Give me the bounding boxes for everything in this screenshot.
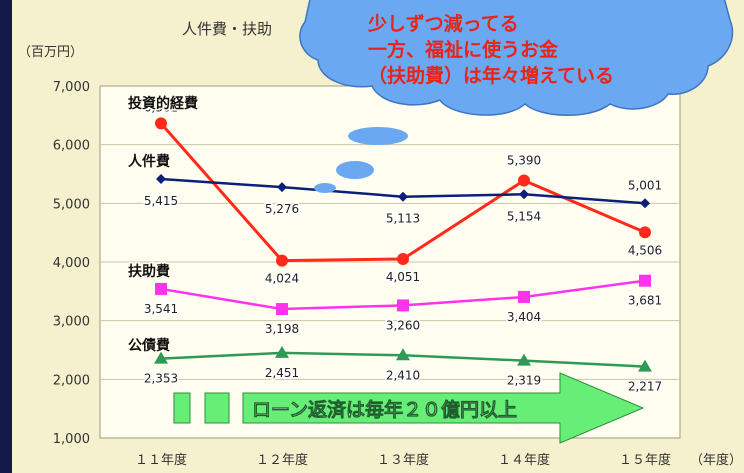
chart-title: 人件費・扶助 <box>182 20 272 38</box>
data-label: 2,451 <box>265 366 299 380</box>
callout-line-1: 少しずつ減ってる <box>367 12 519 35</box>
data-label: 4,506 <box>628 243 662 257</box>
data-label: 4,024 <box>265 272 299 286</box>
data-label: 2,217 <box>628 380 662 394</box>
left-edge-strip <box>0 0 12 473</box>
series-0: 6,362 4,024 4,051 5,390 4,506 投資的経費 <box>127 94 664 288</box>
x-axis-unit: （年度） <box>690 452 742 468</box>
data-point <box>276 303 288 316</box>
series-2: 3,541 3,198 3,260 3,404 3,681 扶助費 <box>127 262 664 338</box>
y-tick-label: 1,000 <box>53 432 90 447</box>
data-label: 3,681 <box>628 294 662 308</box>
data-label: 3,404 <box>507 310 541 324</box>
x-tick-label: １２年度 <box>256 452 308 468</box>
series-name-label: 投資的経費 <box>128 95 198 112</box>
y-axis-unit: （百万円） <box>18 45 83 60</box>
y-tick-label: 7,000 <box>53 80 90 95</box>
data-label: 2,319 <box>507 374 541 388</box>
cloud-bubble-small <box>314 183 336 193</box>
data-point <box>518 174 530 187</box>
data-label: 5,001 <box>628 178 662 192</box>
series-name-label: 扶助費 <box>128 263 170 280</box>
data-label: 3,541 <box>144 302 178 316</box>
data-label: 5,154 <box>507 209 541 223</box>
x-tick-label: １３年度 <box>377 452 429 468</box>
y-tick-label: 3,000 <box>53 315 90 330</box>
y-tick-label: 4,000 <box>53 256 90 271</box>
x-tick-label: １１年度 <box>135 452 187 468</box>
data-point <box>639 226 651 239</box>
data-point <box>398 191 408 202</box>
data-point <box>397 299 409 312</box>
data-point <box>517 353 531 366</box>
data-point <box>639 274 651 287</box>
data-point <box>156 173 166 184</box>
data-label: 2,410 <box>386 368 420 382</box>
data-label: 5,276 <box>265 202 299 216</box>
y-tick-label: 5,000 <box>53 197 90 212</box>
series-name-label: 公債費 <box>128 337 170 354</box>
cloud-bubble-medium <box>336 161 374 179</box>
data-label: 5,415 <box>144 194 178 208</box>
data-label: 6,362 <box>144 100 178 114</box>
data-point <box>397 253 409 266</box>
data-label: 4,051 <box>386 270 420 284</box>
arrow-shape <box>242 372 645 444</box>
data-label: 5,113 <box>386 212 420 226</box>
data-label: 3,198 <box>265 322 299 336</box>
y-tick-label: 2,000 <box>53 373 90 388</box>
callout-line-2: 一方、福祉に使うお金 <box>368 38 559 61</box>
data-point <box>277 182 287 193</box>
y-tick-label: 6,000 <box>53 139 90 154</box>
series-3: 2,353 2,451 2,410 2,319 2,217 公債費 <box>127 336 664 396</box>
data-point <box>275 345 289 358</box>
data-point <box>155 117 167 130</box>
x-axis-ticks: １１年度 １２年度 １３年度 １４年度 １５年度 <box>135 452 671 468</box>
callout-cloud: 少しずつ減ってる 一方、福祉に使うお金 （扶助費）は年々増えている <box>299 0 734 193</box>
data-label: 5,390 <box>507 153 541 167</box>
data-label: 3,260 <box>386 318 420 332</box>
arrow-label: ローン返済は毎年２０億円以上 <box>252 398 517 421</box>
gridlines <box>100 144 680 380</box>
cloud-bubble-large <box>348 127 408 145</box>
arrow-block-1 <box>173 392 191 424</box>
data-point <box>154 351 168 364</box>
callout-line-3: （扶助費）は年々増えている <box>368 64 614 87</box>
data-point <box>640 198 650 209</box>
cloud-body <box>299 0 734 116</box>
data-point <box>276 254 288 267</box>
data-point <box>155 282 167 295</box>
arrow-block-2 <box>204 392 230 424</box>
x-tick-label: １４年度 <box>498 452 550 468</box>
data-point <box>396 348 410 361</box>
x-tick-label: １５年度 <box>619 452 671 468</box>
loan-arrow-annotation: ローン返済は毎年２０億円以上 <box>173 372 645 444</box>
data-label: 2,353 <box>144 372 178 386</box>
y-axis-ticks: 1,000 2,000 3,000 4,000 5,000 6,000 7,000 <box>53 80 90 447</box>
data-point <box>638 359 652 372</box>
data-point <box>518 290 530 303</box>
series-name-label: 人件費 <box>128 153 170 170</box>
series-1: 5,415 5,276 5,113 5,154 5,001 人件費 <box>127 152 664 228</box>
series-layer: 6,362 4,024 4,051 5,390 4,506 投資的経費 5,415 5,276… <box>127 94 664 396</box>
data-point <box>519 189 529 200</box>
